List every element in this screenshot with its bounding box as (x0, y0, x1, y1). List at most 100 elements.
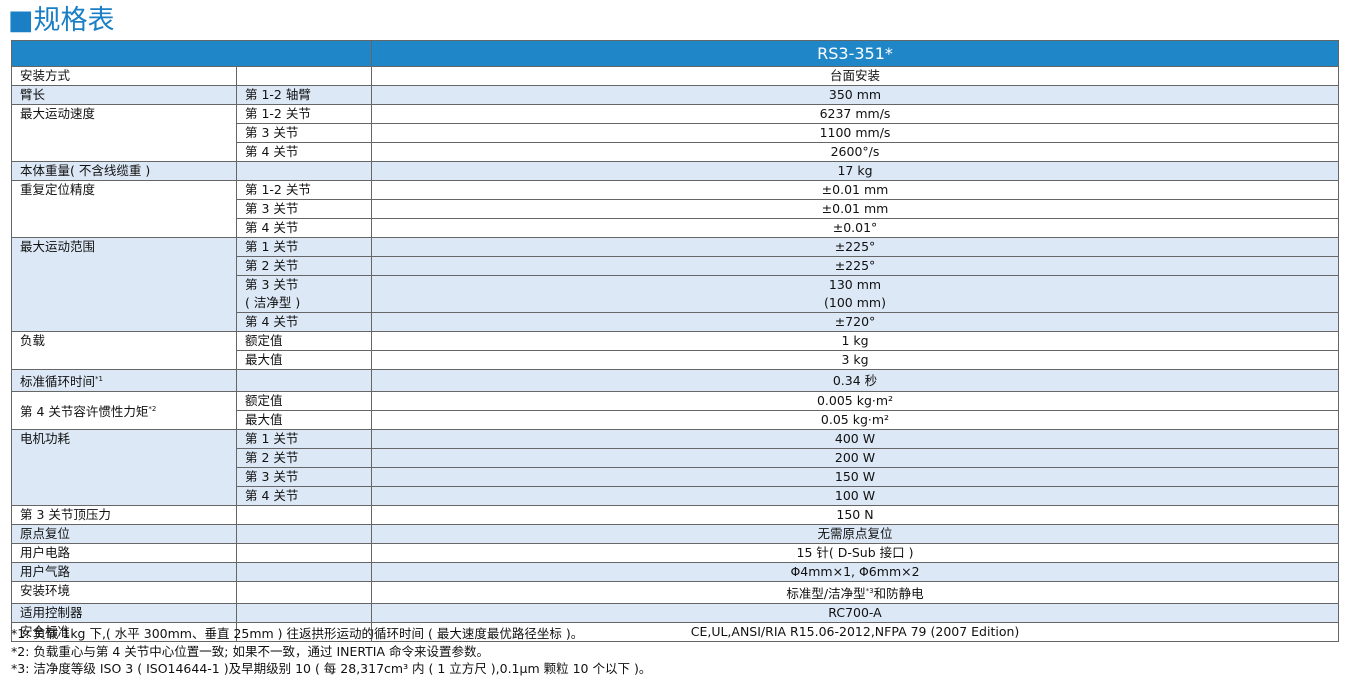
group-label: 重复定位精度 (11, 180, 237, 238)
sub-label: 第 3 关节 ( 洁净型 ) (236, 275, 372, 313)
value-cell: 0.05 kg·m² (371, 410, 1339, 431)
label-text: 适用控制器 (20, 605, 83, 621)
sub-label: 最大值 (236, 410, 372, 431)
cell-line: ( 洁净型 ) (245, 295, 301, 310)
value-cell: 1100 mm/s (371, 123, 1339, 143)
cell-text: 第 4 关节 (245, 144, 299, 159)
spec-row: 重复定位精度 第 1-2 关节 ±0.01 mm (11, 180, 1339, 238)
model-cell: RS3-351* (371, 40, 1339, 67)
cell-text: 额定值 (245, 393, 283, 409)
spec-row: 本体重量( 不含线缆重 ) 17 kg (11, 161, 1339, 181)
spec-row: 电机功耗 第 1 关节 400 W (11, 429, 1339, 507)
group-label: 原点复位 (11, 524, 237, 545)
label-text: 原点复位 (20, 526, 71, 542)
value-cell: 130 mm (100 mm) (371, 275, 1339, 313)
group-label: 标准循环时间*1 (11, 368, 237, 393)
sub-label: 第 4 关节 (236, 486, 372, 507)
value-cell: 标准型/洁净型*3和防静电 (371, 581, 1339, 605)
sub-label (236, 543, 372, 564)
value-cell: CE,UL,ANSI/RIA R15.06-2012,NFPA 79 (2007… (371, 622, 1339, 643)
label-text: 安装方式 (20, 68, 71, 83)
cell-line: 130 mm (828, 277, 882, 292)
cell-text: ±225° (834, 258, 876, 273)
value-note: *3 (865, 587, 874, 596)
label-text: 用户电路 (20, 545, 71, 561)
header-row: RS3-351* (11, 40, 1339, 67)
group-label: 适用控制器 (11, 603, 237, 624)
spec-row: 第 3 关节 150 W (12, 467, 1339, 488)
footnote: *3: 洁净度等级 ISO 3 ( ISO14644-1 )及早期级别 10 (… (11, 661, 652, 676)
value-cell: 15 针( D-Sub 接口 ) (371, 543, 1339, 564)
spec-row: 臂长 第 1-2 轴臂 350 mm (11, 85, 1339, 105)
cell-line: (100 mm) (824, 295, 886, 310)
sub-label: 第 2 关节 (236, 256, 372, 276)
value-cell: ±0.01° (371, 218, 1339, 238)
cell-text: 无需原点复位 (817, 526, 893, 542)
footnotes: *1: 负载 1kg 下,( 水平 300mm、垂直 25mm ) 往返拱形运动… (11, 625, 651, 678)
group-label: 安全标准 (11, 622, 237, 643)
group-label: 第 4 关节容许惯性力矩*2 (11, 391, 237, 431)
sub-label: 第 3 关节 (236, 123, 372, 143)
label-text: 电机功耗 (20, 431, 71, 447)
sub-label: 额定值 (236, 331, 372, 351)
spec-row: 最大值 3 kg (12, 350, 1339, 370)
group-label: 最大运动范围 (11, 237, 237, 332)
spec-row: 安装环境 标准型/洁净型*3和防静电 (11, 581, 1339, 605)
spec-table: RS3-351* 安装方式 台面安装 臂长第 1-2 轴臂 350 mm 最大运动速度第… (11, 40, 1339, 643)
spec-row: 最大运动速度 第 1-2 关节 6237 mm/s (11, 104, 1339, 162)
cell-text: 第 2 关节 (245, 450, 299, 466)
value-cell: 0.34 秒 (371, 368, 1339, 393)
cell-text: RC700-A (828, 605, 882, 621)
value-cell: 200 W (371, 448, 1339, 469)
label-note: *1 (95, 375, 103, 383)
sub-label: 第 4 关节 (236, 142, 372, 162)
label-text: 臂长 (20, 87, 46, 102)
value-cell: 100 W (371, 486, 1339, 507)
cell-text: 150 N (836, 507, 874, 523)
value-cell: ±720° (371, 312, 1339, 332)
value-cell: RC700-A (371, 603, 1339, 624)
cell-text: 1 kg (841, 333, 869, 348)
label-text: 第 3 关节顶压力 (20, 507, 111, 523)
cell-text: 最大值 (245, 412, 283, 428)
spec-row: 第 4 关节 100 W (12, 486, 1339, 507)
cell-text: 0.005 kg·m² (816, 393, 894, 409)
spec-row: 用户气路 Φ4mm×1, Φ6mm×2 (11, 562, 1339, 583)
cell-text: 200 W (834, 450, 876, 466)
cell-text: 第 2 关节 (245, 258, 299, 273)
value-cell: 150 W (371, 467, 1339, 488)
value-cell: 1 kg (371, 331, 1339, 351)
cell-text: 2600°/s (830, 144, 880, 159)
cell-text: 台面安装 (829, 68, 880, 83)
table-body: RS3-351* 安装方式 台面安装 臂长第 1-2 轴臂 350 mm 最大运动速度第… (11, 40, 1339, 643)
group-label: 最大运动速度 (11, 104, 237, 162)
label-text: 第 4 关节容许惯性力矩 (20, 404, 149, 420)
cell-text: 6237 mm/s (819, 106, 891, 121)
cell-text: ±225° (834, 239, 876, 254)
cell-text: 400 W (834, 431, 876, 447)
value-cell: Φ4mm×1, Φ6mm×2 (371, 562, 1339, 583)
group-label: 电机功耗 (11, 429, 237, 507)
cell-text: 350 mm (828, 87, 882, 102)
label-text: 重复定位精度 (20, 182, 96, 197)
group-label: 负载 (11, 331, 237, 370)
cell-line: 第 3 关节 (245, 277, 299, 292)
value-cell: 350 mm (371, 85, 1339, 105)
label-note: *2 (148, 405, 157, 414)
sub-label (236, 505, 372, 526)
spec-row: 安装方式 台面安装 (11, 66, 1339, 86)
value-cell: ±0.01 mm (371, 180, 1339, 200)
sub-label: 额定值 (236, 391, 372, 412)
spec-row: 第 4 关节容许惯性力矩*2 额定值 0.005 kg·m² (11, 391, 1339, 431)
value-cell: 台面安装 (371, 66, 1339, 86)
spec-row: 用户电路 15 针( D-Sub 接口 ) (11, 543, 1339, 564)
group-label: 用户气路 (11, 562, 237, 583)
value-cell: 17 kg (371, 161, 1339, 181)
spec-row: 第 3 关节 ( 洁净型 ) 130 mm (100 mm) (12, 275, 1339, 313)
footnote: *1: 负载 1kg 下,( 水平 300mm、垂直 25mm ) 往返拱形运动… (11, 626, 584, 641)
spec-row: 第 4 关节 2600°/s (12, 142, 1339, 162)
value-cell: ±0.01 mm (371, 199, 1339, 219)
sub-label: 第 4 关节 (236, 312, 372, 332)
spec-row: 安全标准 CE,UL,ANSI/RIA R15.06-2012,NFPA 79 (… (11, 622, 1339, 643)
